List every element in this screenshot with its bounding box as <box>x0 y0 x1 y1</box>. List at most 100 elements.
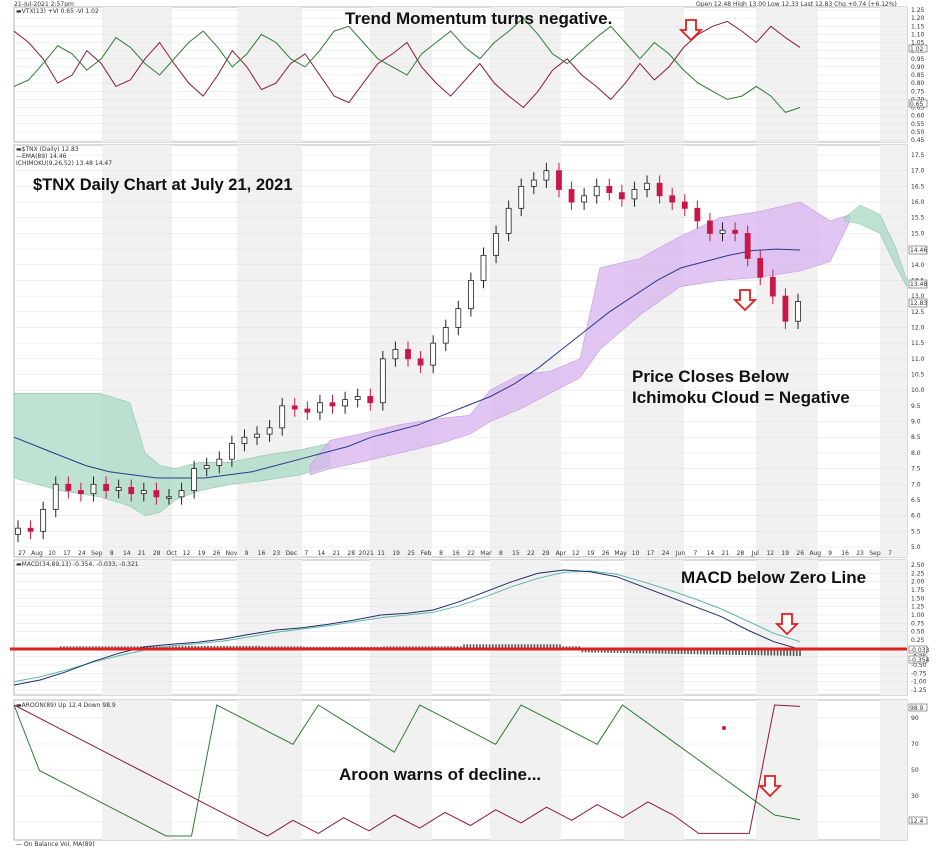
macd-hist-bar <box>706 648 708 655</box>
macd-hist-bar <box>405 646 408 649</box>
arrow-shape <box>774 613 800 636</box>
candle-body <box>342 399 348 407</box>
macd-hist-bar <box>501 644 504 649</box>
macd-hist-bar <box>402 646 404 649</box>
macd-hist-bar <box>165 646 168 649</box>
y-tick-label: 50 <box>911 767 919 774</box>
month-band <box>237 560 302 695</box>
ema-line <box>13 248 801 479</box>
candle-body <box>52 483 59 510</box>
candle-body <box>65 483 72 491</box>
x-tick-label: 23 <box>856 550 864 557</box>
arrow-down-icon <box>757 775 783 798</box>
y-tick-label: 0.95 <box>911 56 925 63</box>
macd-hist-bar <box>242 645 244 649</box>
macd-hist-bar <box>204 645 206 649</box>
arrow-down-icon <box>732 289 758 312</box>
price-legend-1: ▬$TNX (Daily) 12.83 <box>16 146 79 153</box>
macd-hist-bar <box>488 644 491 649</box>
macd-hist-bar <box>677 648 680 654</box>
macd-hist-bar <box>258 645 260 649</box>
y-tick-label: 17.5 <box>911 152 925 159</box>
macd-hist-bar <box>575 646 577 649</box>
macd-hist-bar <box>524 644 526 649</box>
month-band <box>370 560 432 695</box>
macd-hist-bar <box>536 644 539 649</box>
y-tick-label: 0.85 <box>911 72 925 79</box>
ema-badge-text: 14.46 <box>910 247 927 254</box>
macd-hist-bar <box>671 648 673 654</box>
ichi-badge <box>908 279 928 289</box>
macd-hist-bar <box>79 646 81 649</box>
price-candles <box>15 162 801 543</box>
macd-hist-bar <box>213 645 216 649</box>
candle-body <box>493 232 499 256</box>
month-band <box>624 7 684 142</box>
y-tick-label: 17.0 <box>911 168 925 175</box>
macd-hist-bar <box>776 648 779 656</box>
x-tick-label: Apr <box>556 550 567 557</box>
macd-hist-bar <box>95 646 97 649</box>
candle-body <box>40 508 47 532</box>
candle-body <box>279 405 286 429</box>
ema-badge <box>908 245 928 255</box>
candle-body <box>568 189 575 203</box>
macd-hist-bar <box>757 648 760 656</box>
x-tick-label: 19 <box>781 550 789 557</box>
macd-hist-bar <box>392 646 395 649</box>
x-tick-label: May <box>614 550 627 557</box>
macd-hist-bar <box>767 648 769 656</box>
macd-hist-bar <box>120 646 123 649</box>
macd-hist-bar <box>479 644 481 649</box>
month-band <box>624 560 684 695</box>
macd-hist-bar <box>565 646 568 649</box>
y-tick-label: 2.50 <box>911 562 925 569</box>
x-tick-label: 19 <box>587 550 595 557</box>
macd-hist-bar <box>693 648 696 655</box>
y-tick-label: 0.50 <box>911 129 925 136</box>
macd-hist-bar <box>210 645 212 649</box>
x-tick-label: Nov <box>226 550 238 557</box>
macd-hist-bar <box>520 644 523 649</box>
x-tick-label: 9 <box>245 550 249 557</box>
candle-body <box>392 349 399 360</box>
cloud-annotation-1: Price Closes Below <box>632 367 790 386</box>
aroon-down-line <box>13 704 801 837</box>
x-tick-label: 2021 <box>359 550 374 557</box>
candle-body <box>518 185 525 209</box>
vtx-axis: 1.251.201.151.101.051.000.950.900.850.80… <box>911 7 925 144</box>
vtx-grid <box>14 9 907 141</box>
date-axis: 27 Aug 10 17 24 Sep 8 14 21 28 Oct 12 19 26 Nov 9 16 23 De… <box>18 550 892 557</box>
candle-body <box>379 358 386 404</box>
macd-hist-bar <box>300 646 302 649</box>
macd-hist-bar <box>620 648 622 653</box>
y-tick-label: 12.5 <box>911 309 925 316</box>
candle-body <box>556 170 562 190</box>
macd-hist-bar <box>223 645 225 649</box>
x-tick-label: 21 <box>332 550 340 557</box>
y-tick-label: 30 <box>911 793 919 800</box>
y-tick-label: 0.65 <box>911 105 925 112</box>
y-tick-label: 0.75 <box>911 88 925 95</box>
macd-hist-bar <box>114 646 116 649</box>
vtx-minus-line <box>13 20 801 109</box>
macd-hist-bar <box>149 646 152 649</box>
macd-hist-bar <box>492 644 494 649</box>
macd-hist-bar <box>799 648 801 656</box>
macd-hist-bar <box>383 646 385 649</box>
y-tick-label: 16.0 <box>911 199 925 206</box>
candle-body <box>354 396 361 401</box>
y-tick-label: 13.0 <box>911 293 925 300</box>
macd-hist-bar <box>629 648 632 654</box>
macd-hist-bar <box>578 646 580 649</box>
macd-hist-bar <box>175 646 177 649</box>
macd-hist-bar <box>434 646 436 649</box>
macd-hist-bar <box>552 644 555 649</box>
x-tick-label: 17 <box>647 550 655 557</box>
y-tick-label: 10.0 <box>911 387 925 394</box>
y-tick-label: 5.5 <box>911 528 921 535</box>
macd-hist-bar <box>735 648 737 655</box>
candle-body <box>795 301 801 322</box>
candle-body <box>707 220 713 234</box>
